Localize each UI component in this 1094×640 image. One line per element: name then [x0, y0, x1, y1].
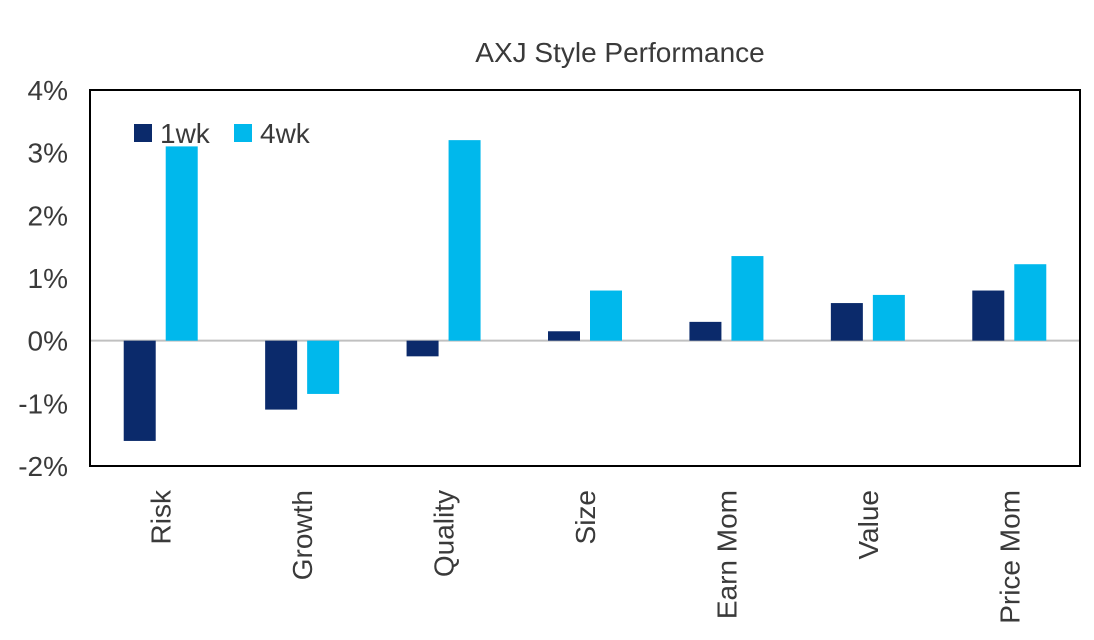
bars	[123, 140, 1047, 441]
bar-1wk-price-mom	[972, 290, 1005, 341]
bar-4wk-growth	[307, 340, 340, 394]
bar-4wk-value	[872, 294, 905, 341]
y-tick-label: 4%	[28, 75, 68, 106]
x-tick-label: Earn Mom	[711, 490, 742, 619]
y-tick-label: -2%	[18, 451, 68, 482]
bar-4wk-price-mom	[1014, 264, 1047, 341]
bar-1wk-growth	[265, 340, 298, 410]
y-axis: 4% 3% 2% 1% 0% -1% -2%	[18, 75, 68, 482]
y-tick-label: -1%	[18, 388, 68, 419]
x-tick-label: Risk	[146, 489, 177, 544]
legend-swatch-1wk	[134, 124, 152, 142]
bar-1wk-value	[830, 303, 863, 341]
x-tick-label: Quality	[429, 490, 460, 577]
legend-swatch-4wk	[234, 124, 252, 142]
bar-1wk-risk	[123, 340, 156, 441]
legend: 1wk 4wk	[134, 118, 311, 149]
x-tick-label: Value	[853, 490, 884, 560]
chart-title: AXJ Style Performance	[475, 37, 764, 68]
bar-4wk-risk	[165, 146, 198, 341]
bar-1wk-quality	[406, 340, 439, 357]
x-tick-label: Price Mom	[994, 490, 1025, 624]
x-tick-label: Size	[570, 490, 601, 544]
bar-4wk-size	[590, 290, 622, 341]
bar-4wk-quality	[448, 140, 481, 341]
y-tick-label: 3%	[28, 138, 68, 169]
bar-1wk-earn-mom	[689, 321, 722, 341]
x-axis: Risk Growth Quality Size Earn Mom Value Price …	[146, 489, 1026, 624]
plot-frame	[89, 89, 1081, 467]
x-tick-label: Growth	[287, 490, 318, 580]
bar-4wk-earn-mom	[731, 256, 764, 341]
y-tick-label: 0%	[28, 326, 68, 357]
legend-label-4wk: 4wk	[260, 118, 311, 149]
y-tick-label: 1%	[28, 263, 68, 294]
bar-1wk-size	[548, 331, 580, 341]
legend-label-1wk: 1wk	[160, 118, 211, 149]
y-tick-label: 2%	[28, 200, 68, 231]
